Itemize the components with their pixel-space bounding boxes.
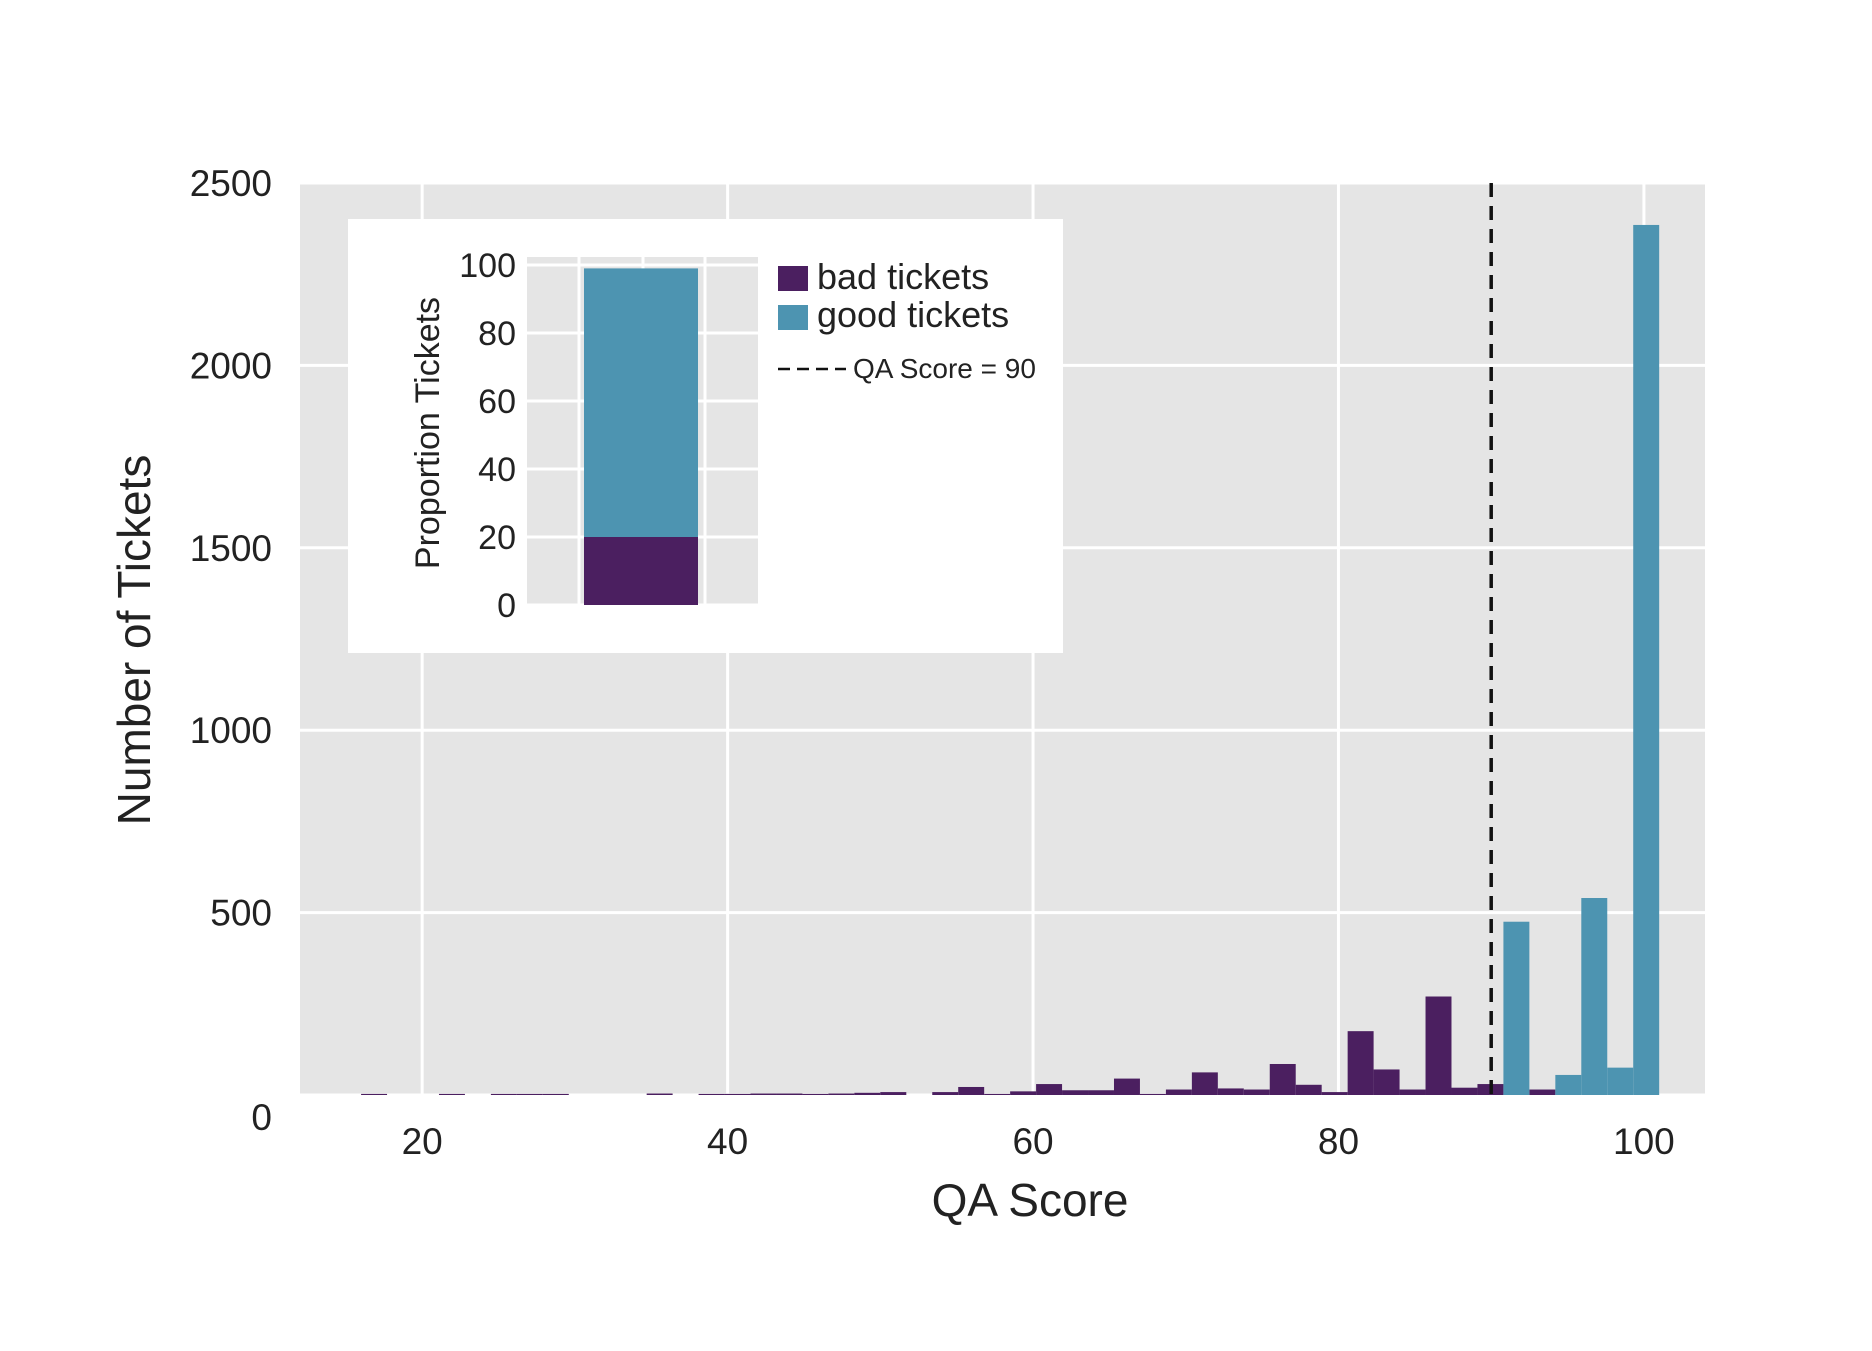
legend: bad tickets good tickets QA Score = 90 bbox=[778, 256, 1036, 384]
histogram-bar bbox=[1581, 898, 1608, 1095]
histogram-bar bbox=[802, 1093, 829, 1095]
inset-y-tick-label: 100 bbox=[459, 247, 516, 285]
x-tick-label: 20 bbox=[402, 1121, 443, 1162]
histogram-bar bbox=[1529, 1089, 1556, 1095]
histogram-bar bbox=[1113, 1078, 1140, 1095]
y-tick-label: 1000 bbox=[190, 710, 272, 751]
histogram-bar bbox=[932, 1092, 959, 1095]
inset-y-tick-label: 0 bbox=[497, 587, 516, 625]
histogram-bar bbox=[1607, 1067, 1634, 1095]
histogram-bar bbox=[1633, 224, 1660, 1095]
x-tick-labels: 20 40 60 80 100 bbox=[402, 1121, 1675, 1162]
inset-y-tick-label: 20 bbox=[478, 519, 516, 557]
histogram-bar bbox=[750, 1093, 777, 1095]
histogram-bar bbox=[776, 1093, 803, 1095]
inset-bar-segment bbox=[584, 268, 698, 537]
x-tick-label: 100 bbox=[1613, 1121, 1675, 1162]
legend-label-good: good tickets bbox=[817, 294, 1009, 335]
histogram-bar bbox=[1243, 1089, 1270, 1095]
histogram-bar bbox=[1321, 1092, 1348, 1095]
legend-label-threshold: QA Score = 90 bbox=[853, 353, 1036, 384]
histogram-bar bbox=[1451, 1087, 1478, 1095]
histogram-bar bbox=[1010, 1091, 1037, 1095]
histogram-bar bbox=[1373, 1069, 1400, 1095]
x-tick-label: 80 bbox=[1318, 1121, 1359, 1162]
histogram-bar bbox=[958, 1086, 985, 1095]
histogram-bar bbox=[1036, 1084, 1063, 1095]
histogram-bar bbox=[854, 1092, 881, 1095]
histogram-bar bbox=[724, 1093, 751, 1095]
legend-swatch-good bbox=[778, 305, 808, 330]
histogram-bar bbox=[1062, 1090, 1089, 1095]
y-tick-label: 1500 bbox=[190, 528, 272, 569]
histogram-bar bbox=[880, 1092, 907, 1095]
inset-y-tick-labels: 0 20 40 60 80 100 bbox=[459, 247, 516, 625]
inset-y-tick-label: 80 bbox=[478, 315, 516, 353]
y-tick-label: 500 bbox=[210, 893, 272, 934]
x-axis-label: QA Score bbox=[932, 1174, 1129, 1226]
histogram-bar bbox=[1399, 1089, 1426, 1095]
histogram-bar bbox=[698, 1093, 725, 1095]
inset-y-tick-label: 40 bbox=[478, 451, 516, 489]
histogram-bar bbox=[1269, 1063, 1296, 1095]
histogram-bar bbox=[1425, 996, 1452, 1095]
histogram-bar bbox=[1088, 1090, 1114, 1095]
histogram-bar bbox=[646, 1093, 673, 1095]
y-tick-labels: 0 500 1000 1500 2000 2500 bbox=[190, 163, 272, 1138]
histogram-bar bbox=[1165, 1089, 1192, 1095]
legend-label-bad: bad tickets bbox=[817, 256, 989, 297]
histogram-bar bbox=[1503, 921, 1530, 1095]
histogram-bars bbox=[361, 224, 1660, 1095]
histogram-bar bbox=[1191, 1072, 1218, 1095]
inset-bar-segment bbox=[584, 537, 698, 605]
inset-y-axis-label: Proportion Tickets bbox=[409, 297, 447, 569]
histogram-bar bbox=[1295, 1084, 1322, 1095]
histogram-bar bbox=[542, 1093, 569, 1095]
histogram-bar bbox=[438, 1093, 465, 1095]
histogram-bar bbox=[1217, 1088, 1244, 1095]
histogram-bar bbox=[1555, 1074, 1582, 1095]
legend-swatch-bad bbox=[778, 266, 808, 291]
inset-stacked-bar bbox=[584, 268, 698, 605]
x-tick-label: 60 bbox=[1012, 1121, 1053, 1162]
histogram-bar bbox=[361, 1093, 388, 1095]
y-tick-label: 2500 bbox=[190, 163, 272, 204]
histogram-bar bbox=[1139, 1093, 1166, 1095]
y-tick-label: 0 bbox=[251, 1097, 272, 1138]
y-axis-label: Number of Tickets bbox=[108, 455, 160, 826]
histogram-bar bbox=[828, 1093, 855, 1095]
histogram-bar bbox=[490, 1093, 517, 1095]
histogram-bar bbox=[516, 1093, 543, 1095]
inset-y-tick-label: 60 bbox=[478, 383, 516, 421]
histogram-bar bbox=[1347, 1031, 1374, 1095]
x-tick-label: 40 bbox=[707, 1121, 748, 1162]
histogram-bar bbox=[984, 1093, 1011, 1095]
y-tick-label: 2000 bbox=[190, 345, 272, 386]
